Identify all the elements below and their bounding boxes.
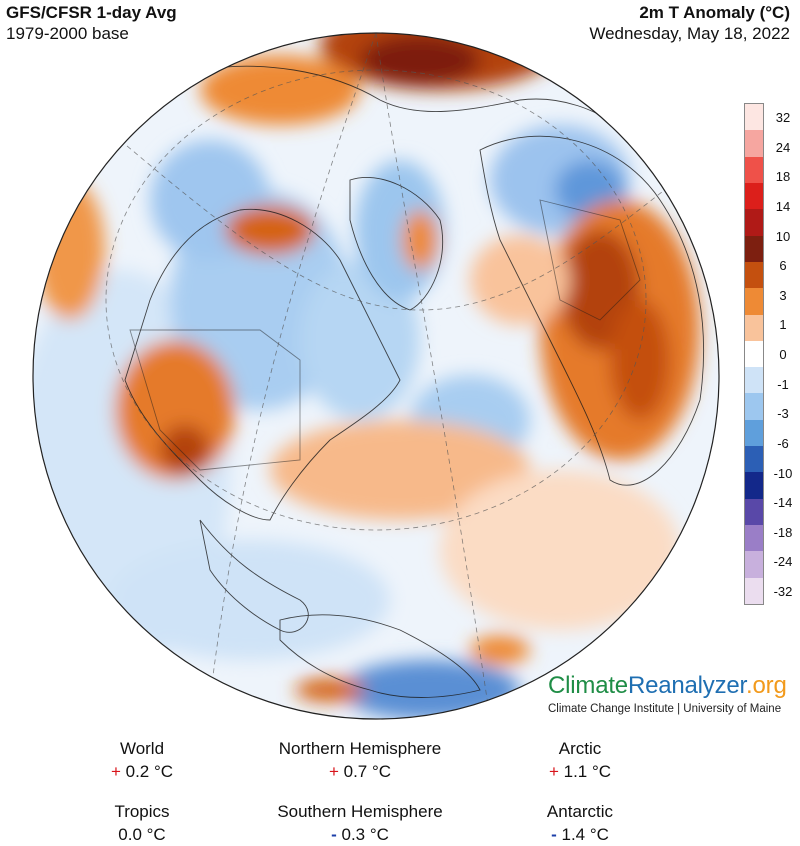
color-scale-label: -10 bbox=[773, 465, 793, 481]
stat-value: + 0.7 °C bbox=[328, 762, 392, 781]
color-scale-label: -18 bbox=[773, 524, 793, 540]
map-date: Wednesday, May 18, 2022 bbox=[589, 24, 790, 43]
baseline-period: 1979-2000 base bbox=[6, 24, 129, 43]
color-scale-label: -3 bbox=[777, 406, 789, 422]
color-scale-step bbox=[745, 525, 763, 552]
map-title: GFS/CFSR 1-day Avg bbox=[6, 3, 177, 22]
color-scale-label: 18 bbox=[775, 169, 791, 185]
color-scale-label: 32 bbox=[775, 110, 791, 125]
color-scale-bar bbox=[744, 103, 764, 605]
color-scale-label: 3 bbox=[779, 287, 787, 303]
color-scale-step bbox=[745, 498, 763, 525]
brand-subtitle: Climate Change Institute | University of… bbox=[548, 703, 782, 715]
color-scale-label: 24 bbox=[775, 139, 791, 155]
color-scale-step bbox=[745, 104, 763, 131]
color-scale-label: -1 bbox=[777, 376, 789, 392]
stat-tropics: Tropics 0.0 °C bbox=[22, 801, 262, 845]
stat-value: + 0.2 °C bbox=[110, 762, 174, 781]
stat-label: Antarctic bbox=[546, 802, 614, 821]
globe-outline bbox=[32, 32, 720, 720]
color-scale-step bbox=[745, 182, 763, 210]
color-scale-step bbox=[745, 577, 763, 604]
stat-antarctic: Antarctic - 1.4 °C bbox=[460, 801, 700, 845]
stat-label: Northern Hemisphere bbox=[278, 739, 442, 758]
stat-arctic: Arctic + 1.1 °C bbox=[460, 738, 700, 782]
color-scale-step bbox=[745, 340, 763, 368]
color-scale-label: -14 bbox=[773, 495, 793, 511]
stat-value: - 0.3 °C bbox=[331, 825, 389, 844]
color-scale-step bbox=[745, 419, 763, 447]
stat-label: Tropics bbox=[114, 802, 170, 821]
color-scale-label: 6 bbox=[779, 258, 787, 274]
color-scale-step bbox=[745, 130, 763, 157]
stat-northern-hemisphere: Northern Hemisphere + 0.7 °C bbox=[240, 738, 480, 782]
color-scale-step bbox=[745, 367, 763, 394]
brand-part-3: .org bbox=[746, 672, 787, 699]
stat-value: + 1.1 °C bbox=[548, 762, 612, 781]
color-scale-label: -24 bbox=[773, 554, 793, 570]
color-scale-step bbox=[745, 288, 763, 315]
color-scale-label: 0 bbox=[779, 347, 787, 362]
color-scale-step bbox=[745, 446, 763, 473]
color-scale-step bbox=[745, 209, 763, 236]
color-scale-label: 1 bbox=[779, 317, 787, 333]
color-scale-step bbox=[745, 156, 763, 183]
color-scale-step bbox=[745, 314, 763, 341]
color-scale-step bbox=[745, 393, 763, 420]
color-scale-step bbox=[745, 551, 763, 578]
stat-world: World + 0.2 °C bbox=[22, 738, 262, 782]
color-scale-label: -6 bbox=[777, 435, 789, 451]
color-scale-step bbox=[745, 261, 763, 289]
stat-southern-hemisphere: Southern Hemisphere - 0.3 °C bbox=[240, 801, 480, 845]
stat-value: 0.0 °C bbox=[118, 825, 166, 844]
globe-surface bbox=[33, 33, 719, 719]
stat-label: World bbox=[119, 739, 165, 758]
stat-label: Southern Hemisphere bbox=[277, 802, 443, 821]
brand-part-2: Reanalyzer bbox=[627, 672, 747, 699]
color-scale-step bbox=[745, 472, 763, 499]
color-scale-step bbox=[745, 235, 763, 262]
color-scale-label: -32 bbox=[773, 584, 793, 599]
color-scale-label: 10 bbox=[775, 228, 791, 244]
color-scale-legend: 32 24 18 14 10 6 3 1 0 -1 -3 -6 -10 -14 -18 -24 -32 bbox=[744, 103, 800, 605]
color-scale-label: 14 bbox=[775, 198, 791, 214]
brand-logo: ClimateReanalyzer.org bbox=[548, 672, 787, 700]
brand-part-1: Climate bbox=[548, 672, 628, 699]
stat-value: - 1.4 °C bbox=[551, 825, 609, 844]
stat-label: Arctic bbox=[558, 739, 602, 758]
variable-title: 2m T Anomaly (°C) bbox=[639, 3, 790, 22]
